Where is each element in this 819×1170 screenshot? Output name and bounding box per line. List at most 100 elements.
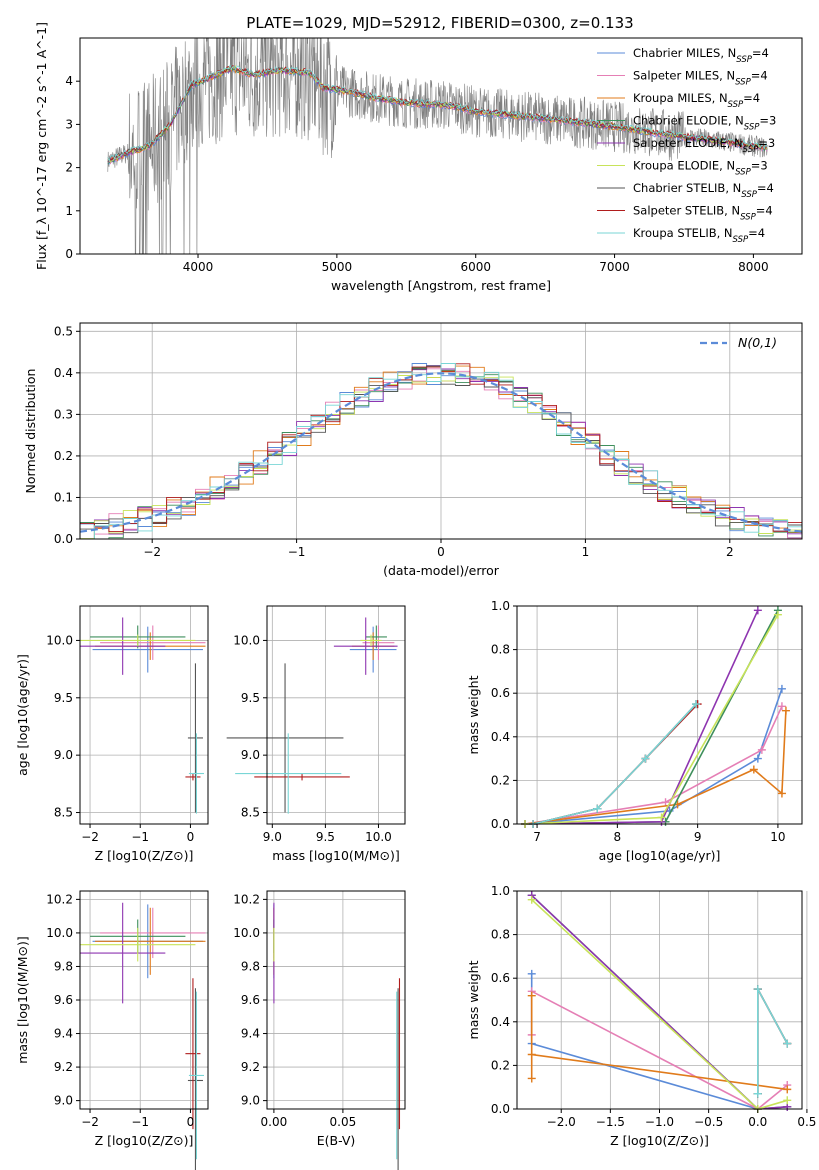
normal-curve — [79, 372, 803, 533]
y-tick-label: 9.0 — [54, 748, 73, 762]
x-tick-label: −1.5 — [596, 1115, 625, 1129]
panel-7: 0.00 0.05 9.0 9.2 9.4 9.6 9.8 10.0 10.2 E(B-V) — [233, 890, 406, 1170]
y-tick-label: 0.4 — [54, 366, 73, 380]
weight-line — [524, 610, 779, 825]
y-tick-label: 9.6 — [54, 993, 73, 1007]
x-axis-label: (data-model)/error — [383, 563, 500, 578]
legend-label: Salpeter ELODIE, NSSP=3 — [633, 136, 775, 155]
plot-area — [79, 363, 803, 540]
legend-label: Kroupa ELODIE, NSSP=3 — [633, 159, 768, 178]
y-tick-label: 9.6 — [241, 993, 260, 1007]
legend-label: Chabrier STELIB, NSSP=4 — [633, 181, 774, 200]
weight-marker — [527, 991, 536, 1000]
x-tick-label: −2 — [143, 545, 161, 559]
plot-area — [107, 38, 768, 254]
x-tick-label: 0.05 — [330, 1115, 357, 1129]
y-tick-label: 10.2 — [233, 892, 260, 906]
y-tick-label: 0.2 — [54, 449, 73, 463]
weight-marker — [692, 700, 701, 709]
weight-marker — [783, 1096, 792, 1105]
y-tick-label: 0.6 — [491, 686, 510, 700]
y-tick-label: 0.3 — [54, 407, 73, 421]
x-tick-label: −1 — [131, 830, 149, 844]
y-tick-label: 9.0 — [54, 1094, 73, 1108]
y-tick-label: 0.4 — [491, 730, 510, 744]
x-axis-label: Z [log10(Z/Z⊙)] — [610, 1133, 709, 1148]
y-tick-label: 3 — [65, 117, 73, 131]
weight-marker — [527, 1050, 536, 1059]
weight-line — [530, 973, 759, 1110]
y-tick-label: 0.8 — [491, 928, 510, 942]
y-tick-label: 9.2 — [54, 1060, 73, 1074]
y-axis-label: Flux [f_λ 10^-17 erg cm^-2 s^-1 A^-1] — [34, 22, 49, 270]
weight-marker — [641, 754, 650, 763]
weight-marker — [773, 610, 782, 619]
weight-marker — [527, 895, 536, 904]
weight-marker — [781, 706, 790, 715]
legend-label: Chabrier MILES, NSSP=4 — [633, 46, 769, 65]
x-tick-label: −1.0 — [645, 1115, 674, 1129]
y-tick-label: 1 — [65, 204, 73, 218]
plot-area — [80, 902, 206, 1170]
weight-marker — [757, 745, 766, 754]
weight-line — [524, 710, 787, 825]
y-tick-label: 10.0 — [46, 633, 73, 647]
panel-2: −2 −1 0 1 2 0.0 0.1 0.2 0.3 0.4 0.5 (data-model)/er… — [23, 322, 803, 578]
model-spectrum — [107, 64, 768, 162]
weight-marker — [749, 765, 758, 774]
x-axis-label: Z [log10(Z/Z⊙)] — [95, 1133, 194, 1148]
weight-marker — [657, 813, 666, 822]
x-tick-label: 4000 — [183, 260, 214, 274]
weight-marker — [783, 1039, 792, 1048]
x-tick-label: 9.5 — [316, 830, 335, 844]
y-tick-label: 1.0 — [491, 599, 510, 613]
x-axis-label: mass [log10(M/M⊙)] — [272, 848, 400, 863]
y-tick-label: 9.2 — [241, 1060, 260, 1074]
y-tick-label: 0.4 — [491, 1015, 510, 1029]
model-spectrum — [107, 65, 768, 163]
y-axis-label: Normed distribution — [23, 369, 38, 494]
weight-line — [532, 703, 697, 825]
x-tick-label: −0.5 — [694, 1115, 723, 1129]
legend-label: Kroupa STELIB, NSSP=4 — [633, 226, 765, 245]
panel-1: 4000 5000 6000 7000 8000 0 1 2 3 4 wavelength [Ang… — [34, 22, 803, 293]
y-tick-label: 10.0 — [233, 633, 260, 647]
y-tick-label: 9.4 — [54, 1027, 73, 1041]
weight-line — [524, 705, 783, 825]
y-tick-label: 4 — [65, 74, 73, 88]
x-axis-label: Z [log10(Z/Z⊙)] — [95, 848, 194, 863]
y-tick-label: 9.0 — [241, 748, 260, 762]
weight-marker — [777, 684, 786, 693]
y-tick-label: 2 — [65, 161, 73, 175]
plot-area — [521, 606, 790, 828]
y-axis-label: age [log10(age/yr)] — [15, 654, 30, 776]
x-tick-label: −2.0 — [547, 1115, 576, 1129]
weight-marker — [593, 804, 602, 813]
weight-marker — [753, 1089, 762, 1098]
x-tick-label: 8 — [614, 830, 622, 844]
x-tick-label: 7000 — [599, 260, 630, 274]
plot-area — [80, 617, 206, 814]
x-tick-label: 9 — [694, 830, 702, 844]
y-tick-label: 0.0 — [491, 1102, 510, 1116]
axes-frame — [79, 605, 209, 825]
y-tick-label: 8.5 — [241, 806, 260, 820]
weight-marker — [753, 985, 762, 994]
y-tick-label: 9.8 — [241, 959, 260, 973]
y-tick-label: 0.0 — [491, 817, 510, 831]
y-tick-label: 0.0 — [54, 532, 73, 546]
panel-5: 7 8 9 10 0.0 0.2 0.4 0.6 0.8 1.0 age [log10(age/yr… — [466, 599, 803, 863]
weight-marker — [783, 1085, 792, 1094]
y-axis-label: mass [log10(M/M⊙)] — [15, 936, 30, 1064]
x-tick-label: 0 — [187, 830, 195, 844]
y-tick-label: 9.5 — [241, 691, 260, 705]
y-tick-label: 10.0 — [46, 926, 73, 940]
y-axis-label: mass weight — [466, 675, 481, 754]
y-tick-label: 0.2 — [491, 773, 510, 787]
x-axis-label: wavelength [Angstrom, rest frame] — [331, 278, 551, 293]
y-axis-label: mass weight — [466, 960, 481, 1039]
y-tick-label: 10.2 — [46, 892, 73, 906]
panel-3: −2 −1 0 8.5 9.0 9.5 10.0 Z [log10(Z/Z⊙)] age [lo… — [15, 605, 209, 863]
x-tick-label: −1 — [131, 1115, 149, 1129]
x-tick-label: 0.0 — [748, 1115, 767, 1129]
